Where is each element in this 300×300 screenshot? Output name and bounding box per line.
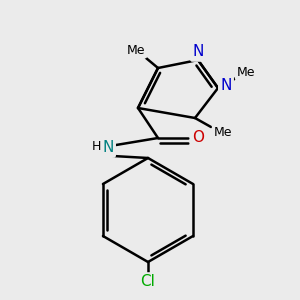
Text: O: O xyxy=(192,130,204,146)
Text: H: H xyxy=(91,140,101,152)
Text: Me: Me xyxy=(127,44,145,56)
Text: N: N xyxy=(102,140,114,155)
Text: Me: Me xyxy=(214,125,232,139)
Text: N: N xyxy=(192,44,204,59)
Text: Cl: Cl xyxy=(141,274,155,290)
Text: N: N xyxy=(220,79,232,94)
Text: Me: Me xyxy=(237,65,255,79)
